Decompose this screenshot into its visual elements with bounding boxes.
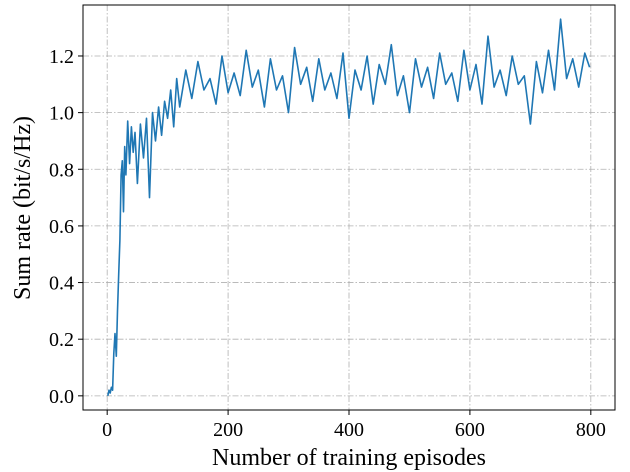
y-tick-label: 0.8: [49, 159, 74, 181]
y-tick-label: 0.6: [49, 216, 74, 238]
x-axis-title: Number of training episodes: [212, 445, 486, 471]
x-tick-label: 600: [455, 419, 485, 441]
x-tick-label: 200: [213, 419, 243, 441]
y-tick-label: 0.0: [49, 386, 74, 408]
plot-area: [107, 18, 591, 396]
y-tick-label: 0.2: [49, 329, 74, 351]
x-tick-label: 400: [334, 419, 364, 441]
y-axis: 0.0 0.2 0.4 0.6 0.8 1.0 1.2: [49, 46, 83, 408]
y-tick-label: 1.0: [49, 103, 74, 125]
x-tick-label: 0: [102, 419, 112, 441]
x-axis: 0 200 400 600 800: [102, 410, 606, 441]
series-line: [107, 18, 591, 396]
x-tick-label: 800: [576, 419, 606, 441]
y-tick-label: 1.2: [49, 46, 74, 68]
y-tick-label: 0.4: [49, 273, 74, 295]
y-axis-title: Sum rate (bit/s/Hz): [10, 116, 36, 300]
